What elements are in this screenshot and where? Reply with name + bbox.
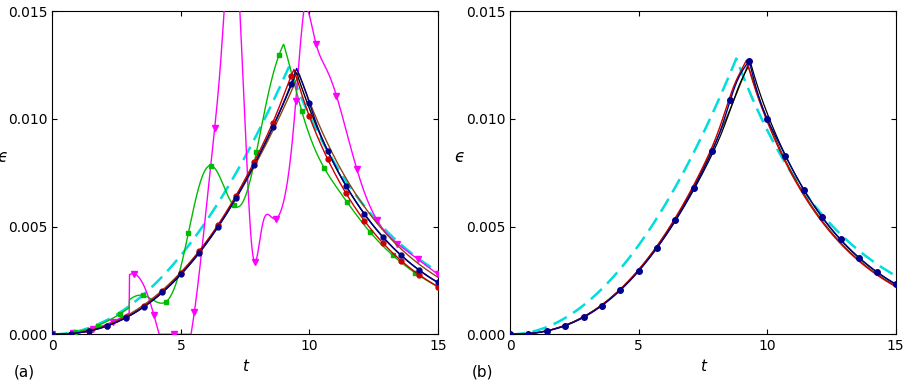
- Y-axis label: ϵ: ϵ: [455, 148, 465, 166]
- X-axis label: t: t: [242, 359, 248, 374]
- Y-axis label: ϵ: ϵ: [0, 148, 7, 166]
- Text: (b): (b): [471, 364, 493, 379]
- Text: (a): (a): [14, 364, 35, 379]
- X-axis label: t: t: [700, 359, 706, 374]
